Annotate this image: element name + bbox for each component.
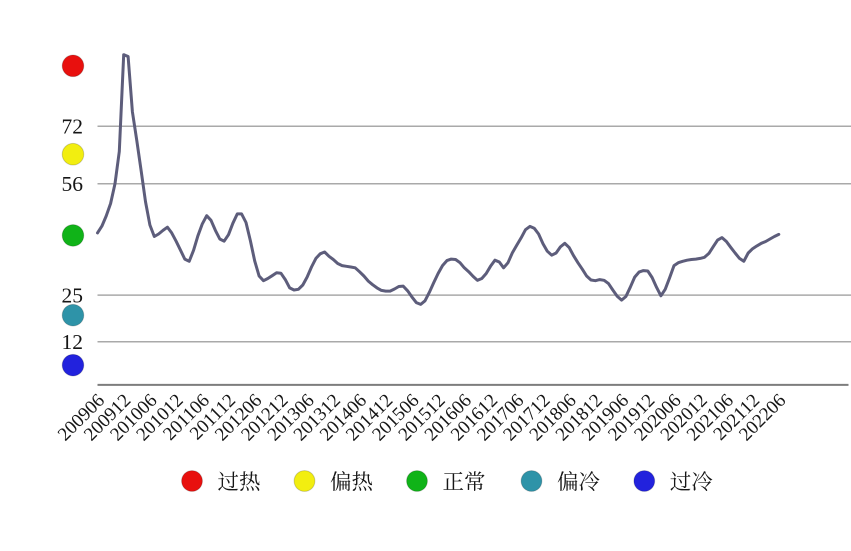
zone-dot-1	[61, 54, 85, 78]
legend-dot-3	[406, 470, 428, 492]
legend-dot-2	[293, 470, 316, 492]
legend-dot-1	[181, 470, 203, 492]
cjk-char	[218, 471, 239, 491]
legend-dot-4	[520, 470, 543, 492]
cjk-char	[239, 471, 260, 491]
zone-dot-2	[61, 142, 85, 166]
legend-dot-5	[633, 470, 656, 492]
y-tick-label-12: 12	[62, 330, 84, 354]
zone-dot-3	[61, 224, 85, 247]
legend-label-3	[443, 471, 485, 491]
y-tick-label-72: 72	[62, 114, 84, 138]
legend-label-1	[218, 471, 260, 491]
cjk-char	[670, 471, 691, 491]
cjk-char	[579, 471, 600, 492]
cjk-char	[692, 471, 713, 492]
legend-label-5	[670, 471, 713, 492]
cjk-char	[330, 471, 351, 491]
zone-dot-5	[61, 353, 85, 377]
cjk-char	[352, 471, 373, 491]
cjk-char	[557, 471, 578, 491]
legend	[181, 470, 713, 492]
cjk-char	[465, 471, 485, 491]
legend-label-4	[557, 471, 600, 492]
legend-label-2	[330, 471, 373, 491]
zone-dot-4	[61, 303, 85, 327]
y-tick-label-56: 56	[62, 172, 84, 196]
y-tick-label-25: 25	[62, 283, 84, 307]
index-line-series	[96, 53, 781, 306]
cjk-char	[443, 471, 464, 490]
